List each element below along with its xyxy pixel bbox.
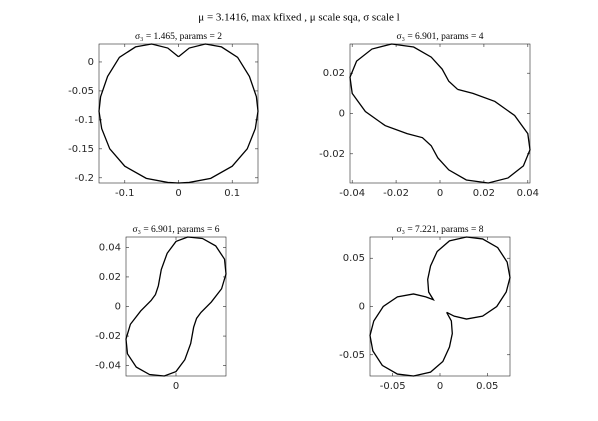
curve xyxy=(125,236,227,377)
x-tick-label: 0 xyxy=(173,381,179,392)
y-tick-label: -0.02 xyxy=(319,149,345,160)
x-tick-label: -0.05 xyxy=(380,381,406,392)
y-tick-label: 0.04 xyxy=(99,242,121,253)
axes-title: σ₃ = 1.465, params = 2 xyxy=(135,32,222,42)
curve xyxy=(98,43,259,184)
axes-title: σ₃ = 6.901, params = 4 xyxy=(397,32,484,42)
x-tick-label: -0.1 xyxy=(115,188,135,199)
curve xyxy=(349,43,531,184)
x-tick-label: 0 xyxy=(437,381,443,392)
x-tick-label: -0.02 xyxy=(383,188,409,199)
figure-title: μ = 3.1416, max kfixed , μ scale sqa, σ … xyxy=(198,12,399,24)
axes-box xyxy=(98,43,259,184)
y-tick-label: 0.02 xyxy=(99,272,121,283)
axes-title: σ₃ = 7.221, params = 8 xyxy=(397,225,484,235)
y-tick-label: 0 xyxy=(359,302,365,313)
x-tick-label: 0.1 xyxy=(224,188,240,199)
y-tick-label: -0.02 xyxy=(95,331,121,342)
axes-box xyxy=(349,43,531,184)
y-tick-label: -0.2 xyxy=(74,173,94,184)
y-tick-label: 0.02 xyxy=(323,68,345,79)
x-tick-label: 0.02 xyxy=(473,188,495,199)
y-tick-label: 0 xyxy=(339,109,345,120)
x-tick-label: 0.05 xyxy=(476,381,498,392)
y-tick-label: -0.04 xyxy=(95,361,121,372)
axes-box xyxy=(125,236,227,377)
y-tick-label: 0 xyxy=(115,302,121,313)
y-tick-label: 0 xyxy=(88,57,94,68)
x-tick-label: 0 xyxy=(175,188,181,199)
y-tick-label: -0.1 xyxy=(74,115,94,126)
y-tick-label: -0.05 xyxy=(68,86,94,97)
y-tick-label: 0.05 xyxy=(343,253,365,264)
curve xyxy=(369,236,511,377)
x-tick-label: 0 xyxy=(437,188,443,199)
x-tick-label: -0.04 xyxy=(339,188,365,199)
axes-box xyxy=(369,236,511,377)
axes-title: σ₃ = 6.901, params = 6 xyxy=(133,225,220,235)
y-tick-label: -0.05 xyxy=(339,350,365,361)
y-tick-label: -0.15 xyxy=(68,144,94,155)
x-tick-label: 0.04 xyxy=(517,188,539,199)
